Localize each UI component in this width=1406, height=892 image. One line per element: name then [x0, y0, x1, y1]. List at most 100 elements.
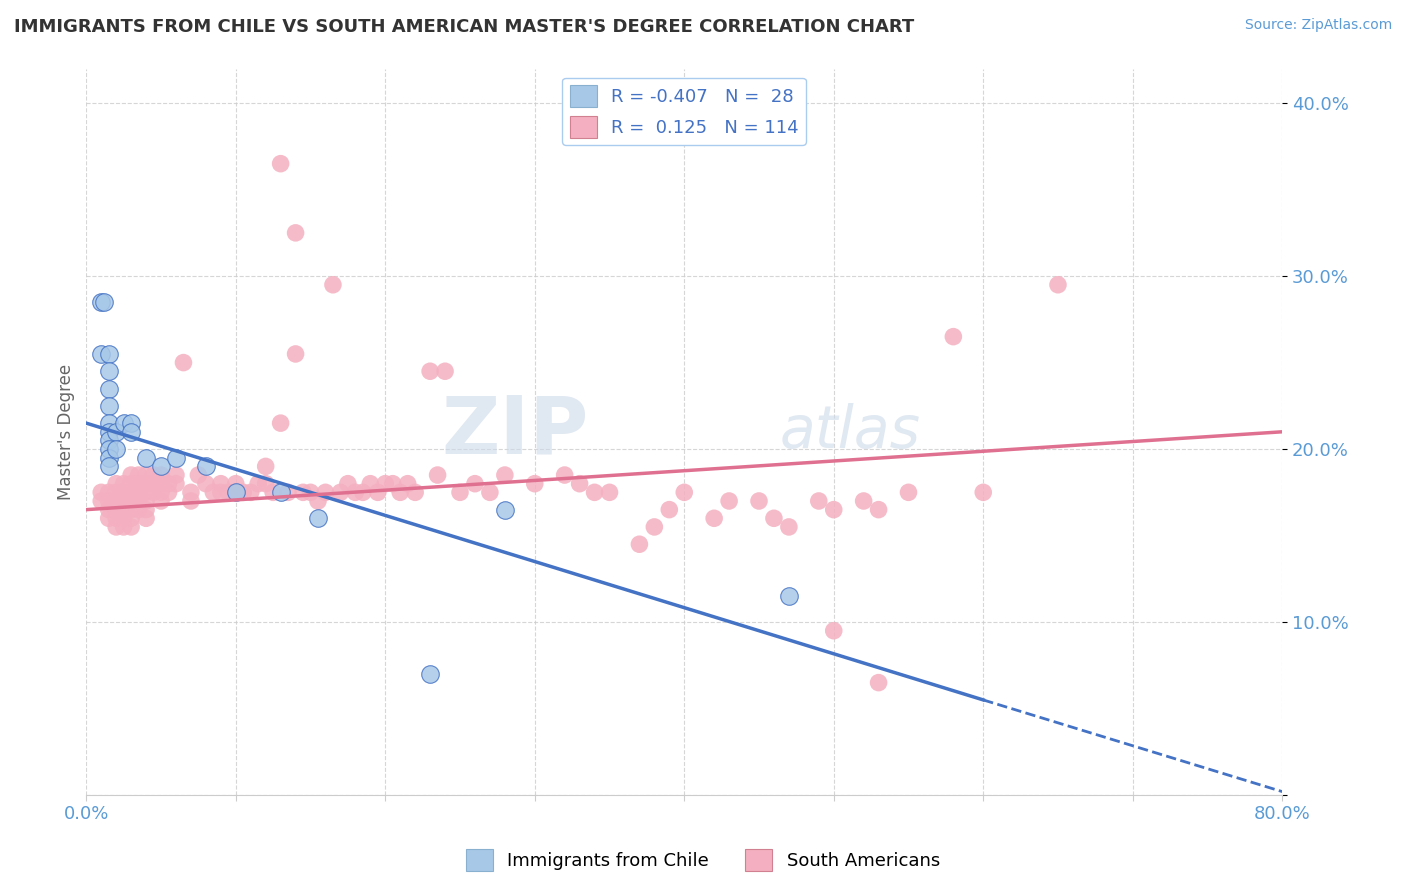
Point — [93, 295, 115, 310]
Point — [209, 476, 232, 491]
Point — [247, 476, 270, 491]
Point — [150, 485, 173, 500]
Point — [292, 485, 315, 500]
Point — [135, 485, 157, 500]
Point — [120, 511, 142, 525]
Point — [97, 399, 120, 413]
Point — [217, 485, 239, 500]
Point — [112, 494, 135, 508]
Point — [105, 502, 128, 516]
Point — [112, 511, 135, 525]
Point — [284, 226, 307, 240]
Point — [523, 476, 546, 491]
Y-axis label: Master's Degree: Master's Degree — [58, 364, 75, 500]
Point — [112, 476, 135, 491]
Point — [97, 511, 120, 525]
Point — [374, 476, 396, 491]
Point — [868, 502, 890, 516]
Point — [120, 468, 142, 483]
Point — [120, 502, 142, 516]
Point — [105, 511, 128, 525]
Point — [352, 485, 374, 500]
Point — [112, 416, 135, 430]
Point — [718, 494, 741, 508]
Point — [673, 485, 696, 500]
Text: Source: ZipAtlas.com: Source: ZipAtlas.com — [1244, 18, 1392, 32]
Point — [225, 476, 247, 491]
Text: IMMIGRANTS FROM CHILE VS SOUTH AMERICAN MASTER'S DEGREE CORRELATION CHART: IMMIGRANTS FROM CHILE VS SOUTH AMERICAN … — [14, 18, 914, 36]
Point — [112, 502, 135, 516]
Point — [284, 347, 307, 361]
Point — [97, 502, 120, 516]
Point — [239, 485, 262, 500]
Point — [658, 502, 681, 516]
Point — [105, 520, 128, 534]
Point — [97, 485, 120, 500]
Point — [128, 485, 150, 500]
Point — [135, 511, 157, 525]
Point — [270, 416, 292, 430]
Point — [105, 494, 128, 508]
Point — [97, 416, 120, 430]
Point — [120, 485, 142, 500]
Point — [202, 485, 225, 500]
Point — [823, 502, 845, 516]
Point — [150, 459, 173, 474]
Point — [157, 485, 180, 500]
Point — [389, 485, 412, 500]
Point — [90, 347, 112, 361]
Point — [419, 667, 441, 681]
Point — [150, 476, 173, 491]
Point — [128, 468, 150, 483]
Point — [336, 476, 359, 491]
Point — [344, 485, 367, 500]
Point — [142, 476, 165, 491]
Point — [254, 476, 277, 491]
Point — [97, 450, 120, 465]
Point — [97, 347, 120, 361]
Text: ZIP: ZIP — [441, 392, 589, 471]
Point — [165, 468, 187, 483]
Point — [823, 624, 845, 638]
Point — [194, 476, 217, 491]
Point — [120, 425, 142, 439]
Point — [478, 485, 501, 500]
Point — [150, 468, 173, 483]
Point — [270, 156, 292, 170]
Point — [120, 520, 142, 534]
Point — [180, 494, 202, 508]
Point — [254, 459, 277, 474]
Point — [135, 450, 157, 465]
Point — [599, 485, 621, 500]
Point — [778, 520, 800, 534]
Point — [583, 485, 606, 500]
Point — [359, 476, 381, 491]
Point — [172, 355, 194, 369]
Point — [942, 329, 965, 343]
Point — [434, 364, 457, 378]
Point — [209, 485, 232, 500]
Point — [105, 476, 128, 491]
Point — [762, 511, 785, 525]
Point — [97, 442, 120, 456]
Point — [464, 476, 486, 491]
Point — [314, 485, 336, 500]
Point — [120, 476, 142, 491]
Point — [262, 485, 284, 500]
Point — [120, 494, 142, 508]
Point — [225, 485, 247, 500]
Point — [97, 364, 120, 378]
Point — [277, 485, 299, 500]
Point — [778, 589, 800, 603]
Point — [90, 295, 112, 310]
Point — [270, 485, 292, 500]
Point — [150, 494, 173, 508]
Point — [157, 476, 180, 491]
Point — [97, 494, 120, 508]
Point — [128, 502, 150, 516]
Point — [868, 675, 890, 690]
Point — [322, 277, 344, 292]
Point — [128, 494, 150, 508]
Point — [568, 476, 591, 491]
Point — [120, 416, 142, 430]
